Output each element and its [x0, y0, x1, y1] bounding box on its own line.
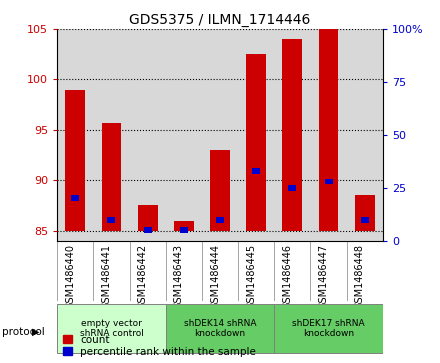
Text: GSM1486443: GSM1486443 — [174, 244, 184, 309]
Bar — [355, 195, 375, 231]
Text: GSM1486441: GSM1486441 — [102, 244, 111, 309]
Bar — [252, 168, 260, 174]
Text: protocol: protocol — [2, 327, 45, 337]
Text: GSM1486442: GSM1486442 — [138, 244, 148, 309]
Bar — [180, 227, 188, 233]
Bar — [71, 196, 79, 201]
Legend: count, percentile rank within the sample: count, percentile rank within the sample — [62, 334, 257, 358]
Title: GDS5375 / ILMN_1714446: GDS5375 / ILMN_1714446 — [129, 13, 311, 26]
Bar — [246, 54, 266, 231]
Bar — [282, 39, 302, 231]
Text: GSM1486444: GSM1486444 — [210, 244, 220, 309]
Text: empty vector
shRNA control: empty vector shRNA control — [80, 319, 143, 338]
Text: shDEK17 shRNA
knockdown: shDEK17 shRNA knockdown — [292, 319, 365, 338]
Bar — [144, 227, 152, 233]
Text: ▶: ▶ — [32, 327, 40, 337]
Bar — [102, 123, 121, 231]
Bar — [66, 90, 85, 231]
Bar — [57, 304, 166, 353]
Bar — [325, 179, 333, 184]
Text: GSM1486446: GSM1486446 — [282, 244, 292, 309]
Bar — [288, 185, 296, 191]
Text: shDEK14 shRNA
knockdown: shDEK14 shRNA knockdown — [184, 319, 256, 338]
Bar — [107, 217, 115, 223]
Bar — [216, 217, 224, 223]
Bar — [138, 205, 158, 231]
Bar — [319, 29, 338, 231]
Text: GSM1486447: GSM1486447 — [319, 244, 329, 309]
Bar — [166, 304, 274, 353]
Bar — [274, 304, 383, 353]
Text: GSM1486448: GSM1486448 — [355, 244, 365, 309]
Bar — [174, 221, 194, 231]
Bar — [210, 150, 230, 231]
Text: GSM1486445: GSM1486445 — [246, 244, 256, 309]
Text: GSM1486440: GSM1486440 — [65, 244, 75, 309]
Bar — [361, 217, 369, 223]
